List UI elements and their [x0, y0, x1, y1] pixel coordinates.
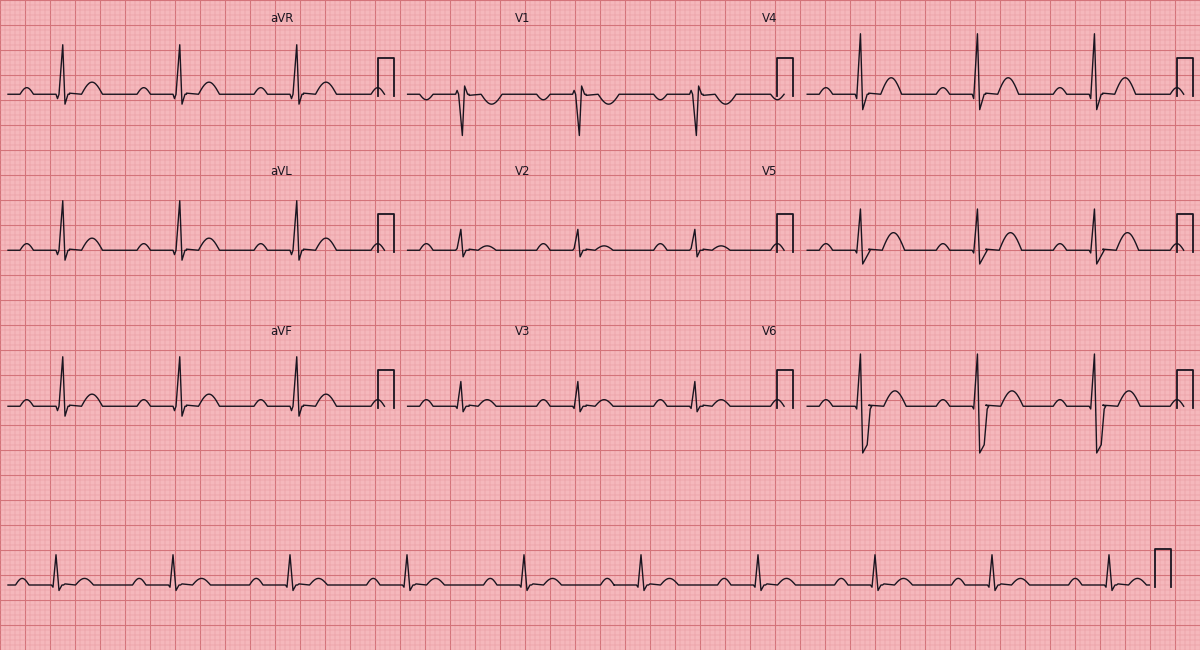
- Text: V5: V5: [762, 165, 778, 178]
- Text: aVL: aVL: [270, 165, 292, 178]
- Text: V6: V6: [762, 325, 778, 338]
- Text: V3: V3: [515, 325, 530, 338]
- Text: V1: V1: [515, 12, 530, 25]
- Text: aVF: aVF: [270, 325, 292, 338]
- Text: V2: V2: [515, 165, 530, 178]
- Text: V4: V4: [762, 12, 778, 25]
- Text: aVR: aVR: [270, 12, 293, 25]
